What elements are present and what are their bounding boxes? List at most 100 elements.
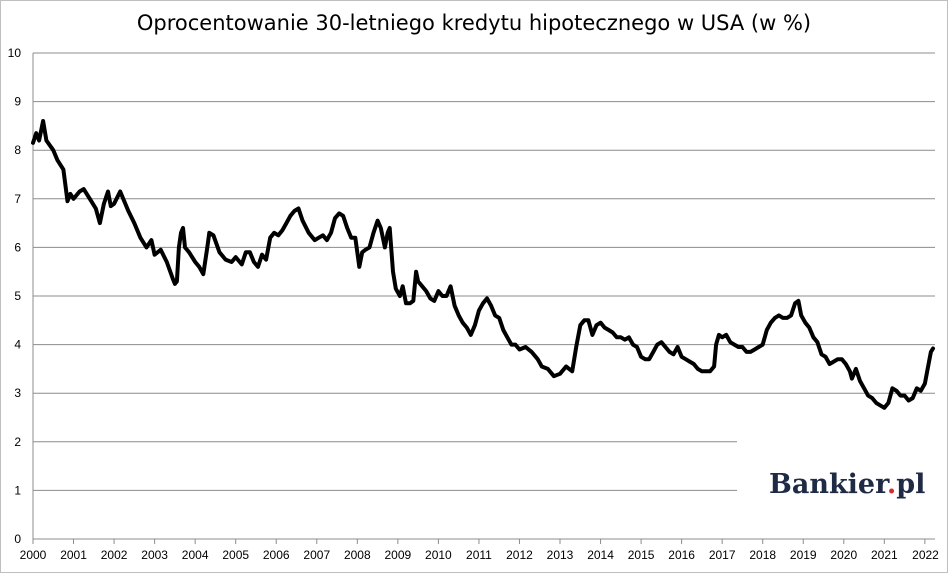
data-point — [882, 406, 886, 410]
data-point — [197, 265, 201, 269]
data-point — [424, 289, 428, 293]
data-point — [931, 346, 935, 351]
data-point — [811, 335, 816, 339]
data-point — [371, 231, 376, 235]
data-point — [485, 296, 489, 300]
logo-text: Bankier.pl — [769, 469, 925, 500]
data-point — [224, 258, 228, 262]
data-point — [590, 333, 595, 337]
data-point — [280, 228, 284, 232]
data-point — [680, 355, 684, 359]
y-tick-label: 7 — [14, 192, 21, 206]
data-point — [61, 168, 65, 172]
data-point — [276, 233, 280, 237]
data-point — [102, 202, 106, 206]
data-point — [671, 352, 676, 356]
data-point — [260, 253, 264, 257]
data-point — [149, 238, 153, 242]
data-point — [217, 250, 222, 254]
y-tick-label: 8 — [14, 143, 21, 157]
data-point — [414, 270, 418, 274]
y-tick-label: 4 — [14, 338, 21, 352]
data-point — [631, 343, 635, 347]
data-point — [173, 282, 177, 286]
data-point — [594, 323, 599, 327]
data-point — [615, 335, 619, 339]
data-point — [440, 294, 444, 298]
data-point — [757, 345, 761, 349]
data-point — [177, 245, 181, 249]
data-point — [132, 221, 136, 225]
data-point — [341, 214, 345, 218]
data-point — [793, 301, 797, 305]
x-tick-label: 2012 — [506, 548, 533, 562]
x-tick-label: 2000 — [20, 548, 47, 562]
data-point — [159, 248, 163, 252]
data-point — [211, 233, 215, 237]
data-point — [627, 335, 631, 339]
data-point — [720, 335, 724, 339]
data-point — [329, 231, 333, 235]
data-point — [88, 197, 92, 201]
data-point — [919, 389, 923, 393]
data-point — [728, 340, 732, 344]
data-point — [416, 279, 420, 283]
data-point — [903, 394, 907, 398]
data-point — [807, 326, 811, 330]
data-point — [753, 347, 757, 352]
data-point — [915, 386, 919, 390]
bankier-logo: Bankier.pl — [769, 469, 925, 500]
data-point — [732, 343, 736, 347]
data-point — [497, 316, 501, 320]
data-point — [284, 221, 288, 225]
data-point — [611, 330, 615, 335]
data-point — [37, 138, 41, 143]
data-point — [828, 362, 832, 366]
y-tick-label: 3 — [14, 386, 21, 400]
data-point — [717, 333, 721, 337]
data-point — [268, 236, 272, 240]
data-point — [911, 396, 915, 400]
data-point — [55, 158, 59, 162]
data-point — [890, 386, 895, 390]
data-point — [501, 328, 505, 332]
y-tick-label: 5 — [14, 289, 21, 303]
data-point — [773, 316, 777, 320]
data-point — [183, 245, 187, 249]
data-point — [574, 345, 578, 349]
data-point — [367, 245, 372, 249]
data-point — [404, 301, 408, 305]
data-point — [530, 350, 534, 354]
axes: 0 1 2 3 4 5 6 7 8 9 10 2000 2001 2002 2003 2004 2005 2006… — [8, 46, 940, 562]
data-point — [789, 313, 793, 317]
data-point — [489, 304, 493, 308]
data-point — [401, 284, 405, 288]
data-point — [874, 401, 878, 405]
data-point — [781, 316, 785, 320]
data-point — [360, 250, 364, 254]
x-tick-label: 2017 — [709, 548, 736, 562]
y-tick-label: 9 — [14, 95, 21, 109]
data-point — [353, 236, 357, 240]
x-tick-label: 2020 — [830, 548, 857, 562]
y-tick-label: 10 — [8, 46, 22, 60]
data-point — [815, 340, 820, 344]
y-tick-label: 2 — [14, 435, 21, 449]
data-point — [796, 299, 801, 303]
data-point — [870, 396, 874, 400]
data-point — [391, 270, 395, 274]
data-point — [436, 289, 440, 293]
data-point — [765, 328, 769, 332]
data-point — [444, 294, 449, 298]
x-tick-label: 2006 — [263, 548, 290, 562]
data-point — [844, 362, 848, 366]
data-point — [599, 321, 603, 325]
data-point — [292, 209, 297, 213]
data-point — [469, 333, 473, 337]
data-point — [655, 343, 659, 347]
data-point — [301, 219, 305, 223]
data-point — [708, 369, 712, 373]
data-point — [832, 360, 836, 364]
x-tick-label: 2007 — [303, 548, 330, 562]
